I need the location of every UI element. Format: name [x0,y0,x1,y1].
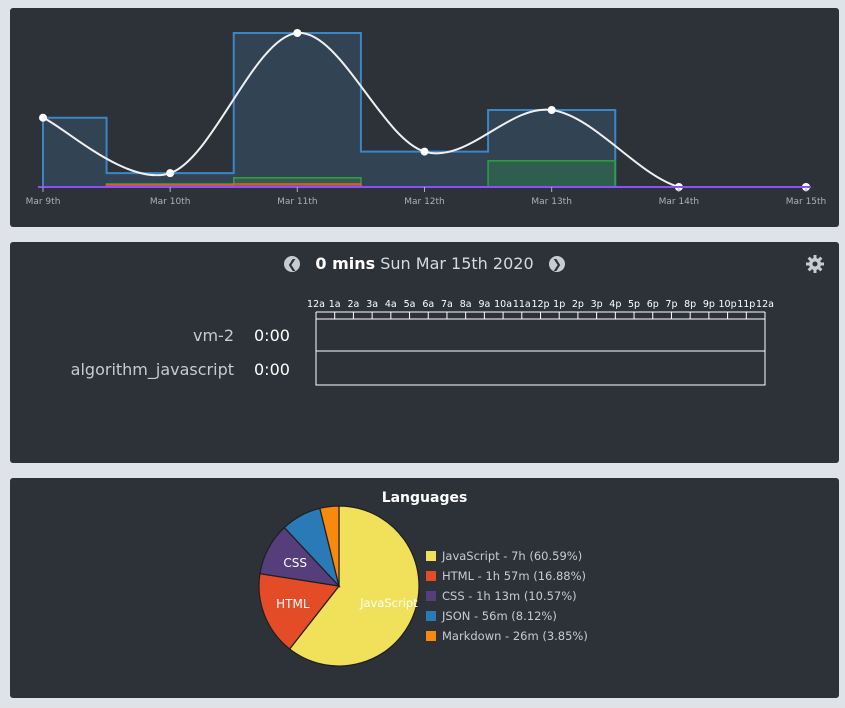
hour-label: 10a [494,299,512,310]
x-tick-label: Mar 13th [531,197,572,207]
hour-label: 9a [478,299,490,310]
hour-label: 1p [553,299,565,310]
previous-day-button[interactable]: ❮ [284,256,301,272]
hour-label: 5p [628,299,640,310]
hour-label: 5a [404,299,416,310]
x-tick-label: Mar 11th [277,197,318,207]
pie-slice [319,505,340,587]
pie-slice [288,505,420,667]
legend-label: Markdown - 26m (3.85%) [442,629,588,643]
pie-slice [258,572,341,650]
hour-label: 7p [665,299,677,310]
x-tick-label: Mar 14th [659,197,700,207]
gear-icon[interactable] [805,254,825,274]
activity-chart: Mar 9th Mar 10th Mar 11th Mar 12th Mar 13th M… [26,29,827,207]
hour-label: 4p [609,299,621,310]
timeline-frame [315,318,766,386]
hour-label: 9p [703,299,715,310]
activity-bar [487,160,617,188]
languages-pie-chart: JavaScript HTML CSS [258,505,420,667]
hour-label: 8a [460,299,472,310]
hour-label: 12p [531,299,549,310]
legend-label: JavaScript - 7h (60.59%) [442,549,583,563]
hour-label: 12a [756,299,774,310]
pie-slice-label: JavaScript [359,596,418,610]
activity-point [166,169,175,178]
hour-label: 1a [329,299,341,310]
hour-label: 11p [737,299,755,310]
legend-item: JavaScript - 7h (60.59%) [426,546,588,566]
hour-label: 7a [441,299,453,310]
legend-swatch [426,611,436,621]
hour-label: 10p [719,299,737,310]
activity-point [293,29,302,37]
pie-slice-label: CSS [283,556,307,570]
project-time: 0:00 [254,326,290,345]
activity-area [43,33,806,187]
hour-label: 6a [422,299,434,310]
activity-point [547,106,556,114]
hour-label: 12a [307,299,325,310]
activity-panel: Mar 9th Mar 10th Mar 11th Mar 12th Mar 13th M… [10,8,839,227]
legend-swatch [426,631,436,641]
x-tick-label: Mar 9th [26,197,61,207]
legend-swatch [426,571,436,581]
project-label[interactable]: vm-2 [192,326,234,345]
legend-label: HTML - 1h 57m (16.88%) [442,569,587,583]
hour-label: 8p [684,299,696,310]
day-total: 0 mins [315,254,376,273]
day-timeline: 12a 1a 2a 3a 4a 5a 6a 7a 8a 9a 10a 11a 12p 1p 2p 3p 4p 5p… [307,299,774,386]
legend-item: HTML - 1h 57m (16.88%) [426,566,588,586]
legend-swatch [426,551,436,561]
project-time: 0:00 [254,360,290,379]
activity-point [39,113,47,122]
legend-item: Markdown - 26m (3.85%) [426,626,588,646]
x-tick-label: Mar 15th [786,197,827,207]
hour-label: 4a [385,299,397,310]
hour-label: 11a [513,299,531,310]
legend-item: CSS - 1h 13m (10.57%) [426,586,588,606]
legend-label: JSON - 56m (8.12%) [442,609,557,623]
hour-label: 2a [347,299,359,310]
hour-label: 3p [591,299,603,310]
activity-point [420,147,429,156]
hour-label: 3a [366,299,378,310]
legend-label: CSS - 1h 13m (10.57%) [442,589,577,603]
day-date: Sun Mar 15th 2020 [380,254,534,273]
x-tick-label: Mar 10th [150,197,191,207]
legend-swatch [426,591,436,601]
hour-label: 6p [647,299,659,310]
legend-item: JSON - 56m (8.12%) [426,606,588,626]
project-label[interactable]: algorithm_javascript [70,360,234,379]
day-view-panel: ❮ 0 mins Sun Mar 15th 2020 ❯ vm-2 0:00 a… [10,242,839,463]
languages-title: Languages [381,490,468,506]
day-header: ❮ 0 mins Sun Mar 15th 2020 ❯ [10,254,839,273]
hour-label: 2p [572,299,584,310]
x-tick-label: Mar 12th [404,197,445,207]
languages-legend: JavaScript - 7h (60.59%) HTML - 1h 57m (1… [426,546,588,646]
pie-slice-label: HTML [276,597,310,611]
next-day-button[interactable]: ❯ [548,256,565,272]
languages-panel: Languages JavaScript HTML CSS JavaScript -… [10,478,839,698]
